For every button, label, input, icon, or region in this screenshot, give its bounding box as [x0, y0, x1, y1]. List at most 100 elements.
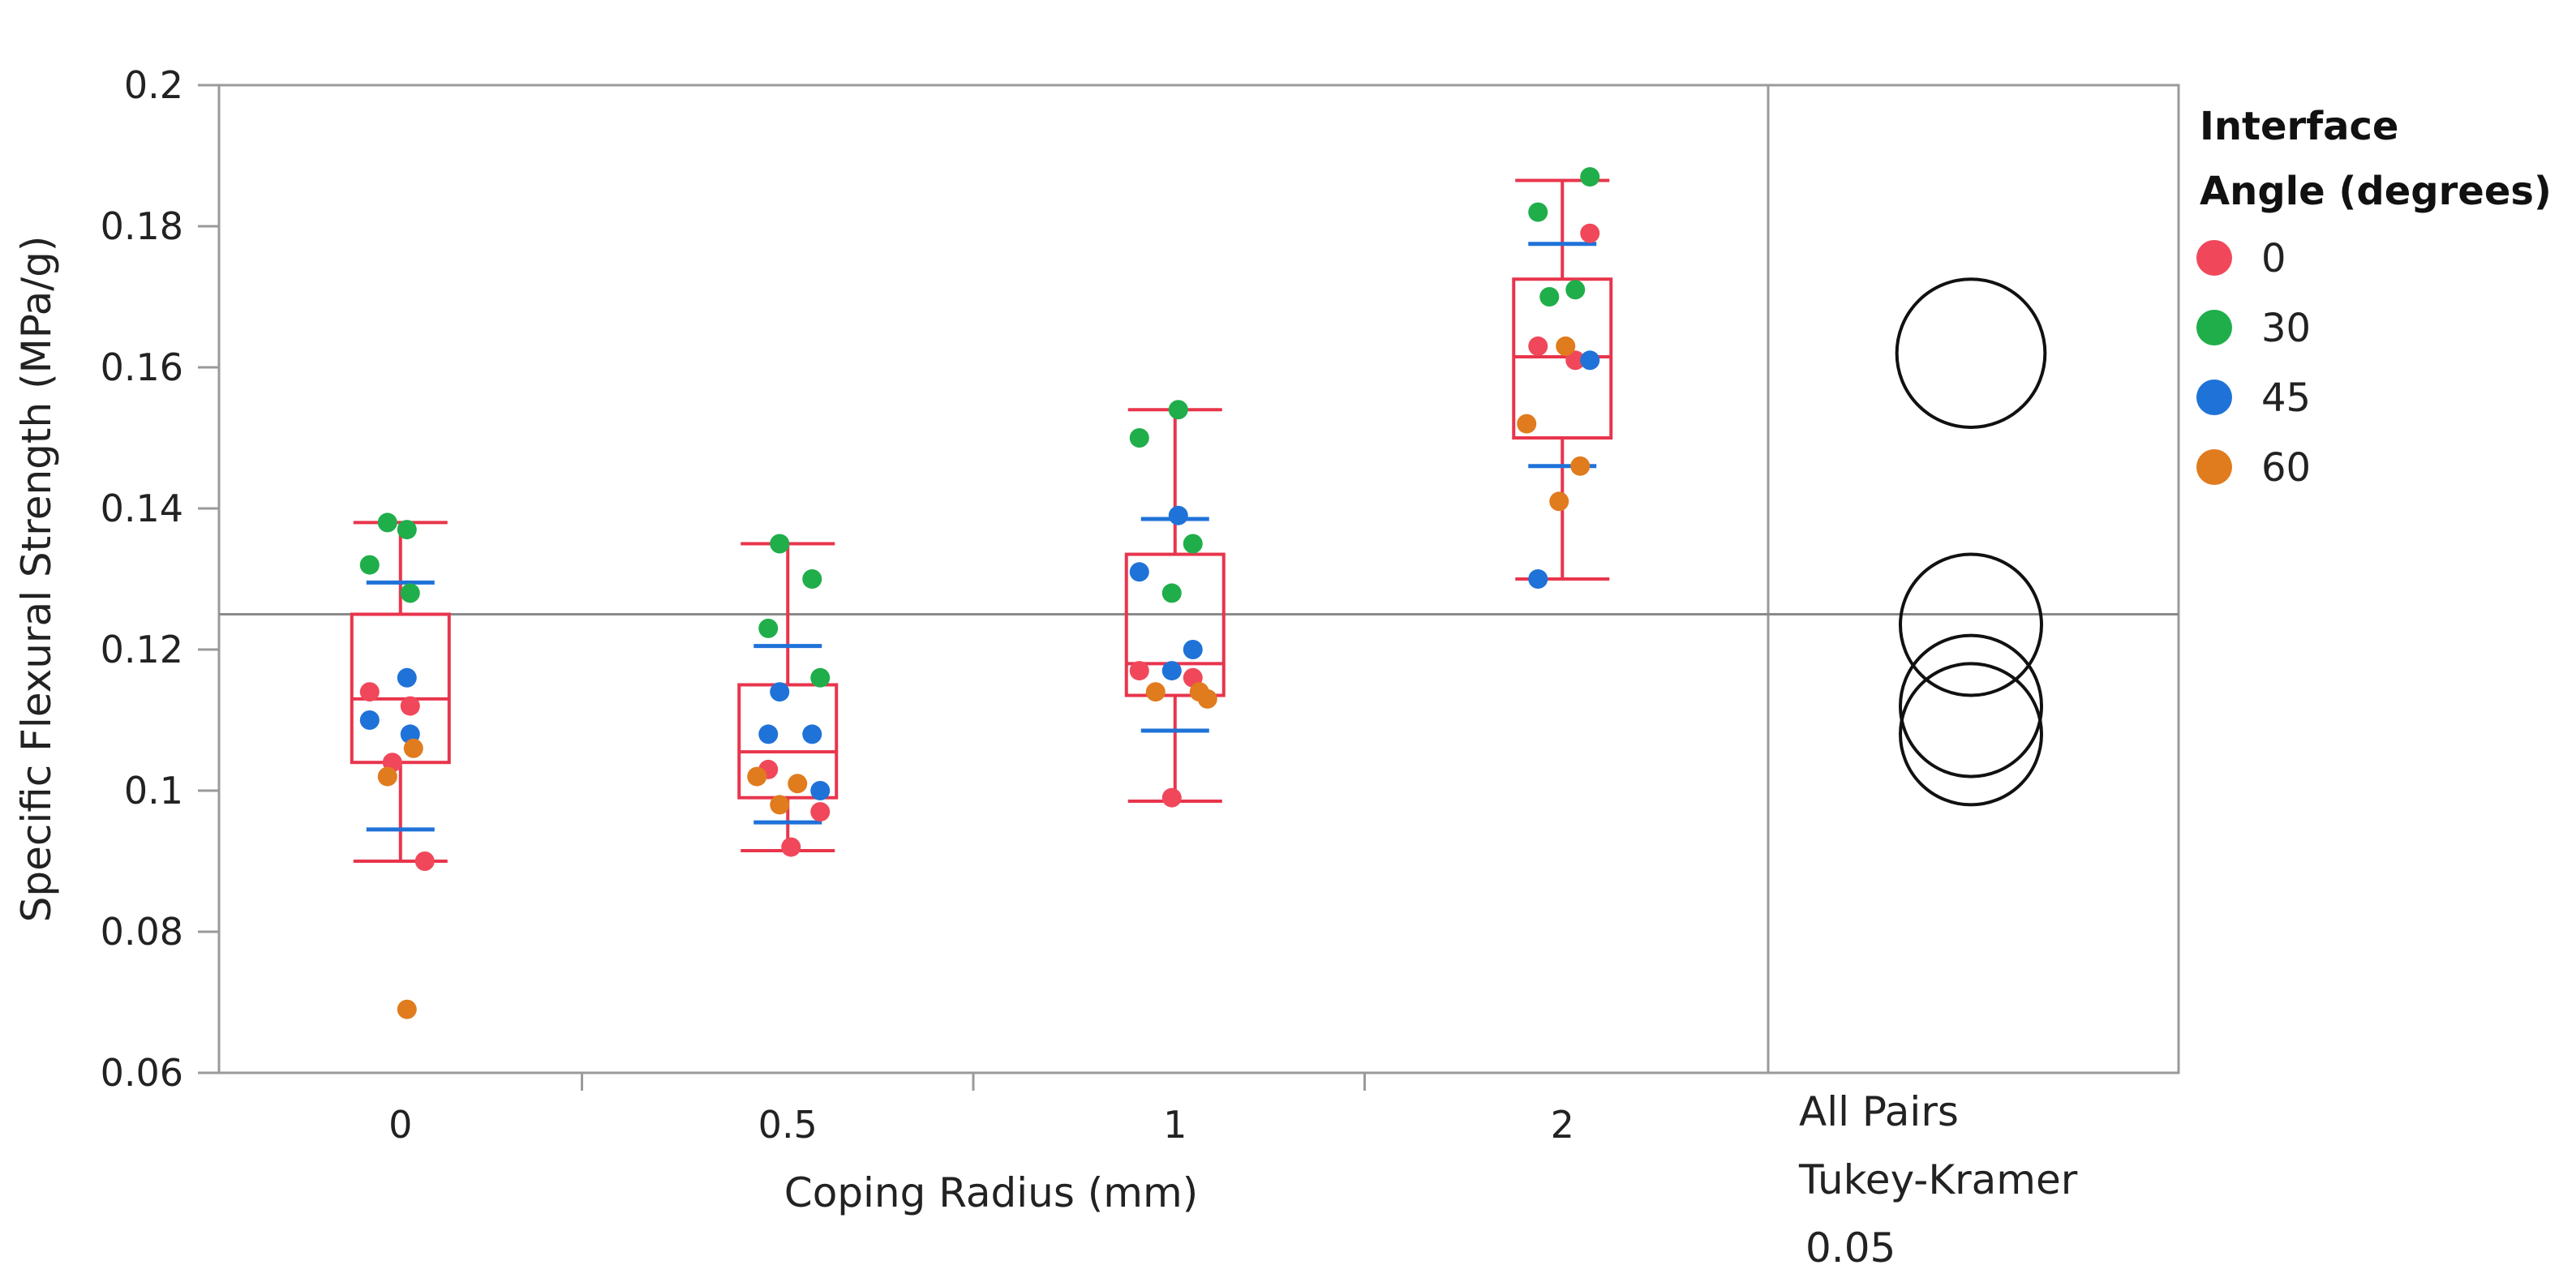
data-point [1168, 400, 1188, 420]
comparison-circle [1899, 552, 2043, 697]
data-point [1161, 787, 1182, 808]
y-tick-label: 0.06 [101, 1051, 183, 1095]
legend-item: 0 [2196, 236, 2286, 281]
data-point [1161, 661, 1182, 681]
data-point [1580, 350, 1600, 371]
box-plot [350, 521, 451, 863]
x-tick-label: 0.5 [758, 1103, 818, 1147]
data-point [1168, 505, 1188, 525]
y-tick-label: 0.2 [124, 63, 183, 107]
legend-marker [2196, 240, 2232, 276]
data-point [1183, 640, 1203, 659]
x-tick-label: 2 [1551, 1103, 1574, 1147]
legend-marker [2196, 310, 2232, 345]
data-point [1517, 414, 1537, 434]
iqr-box [1512, 277, 1613, 440]
data-point [403, 738, 423, 758]
box-plot [1512, 178, 1613, 581]
comparison-circle [1895, 277, 2047, 429]
data-point [359, 682, 380, 702]
data-point [810, 667, 831, 688]
comparison-label-line2: Tukey-Kramer [1798, 1156, 2078, 1203]
data-point [802, 724, 822, 744]
x-tick-label: 0 [389, 1103, 412, 1147]
data-point [788, 774, 808, 794]
comparison-label-line1: All Pairs [1799, 1088, 1959, 1135]
data-point [400, 696, 420, 716]
legend-item: 45 [2196, 375, 2311, 421]
y-tick-label: 0.08 [101, 910, 183, 954]
y-axis-title: Specific Flexural Strength (MPa/g) [13, 236, 60, 923]
data-point [359, 710, 380, 730]
iqr-box [737, 683, 839, 800]
data-point [802, 569, 822, 589]
data-point [781, 837, 801, 857]
comparison-circle [1899, 662, 2043, 807]
legend-label: 0 [2261, 236, 2286, 281]
legend-title-line1: Interface [2200, 104, 2398, 149]
data-point [1528, 336, 1548, 356]
data-point [1129, 428, 1149, 448]
y-tick-label: 0.12 [101, 628, 183, 671]
comparison-circles [1895, 277, 2047, 807]
legend-item: 60 [2196, 445, 2311, 491]
data-point [397, 667, 417, 688]
data-point [770, 534, 790, 554]
data-point [1183, 534, 1203, 554]
data-point [1580, 223, 1600, 243]
data-point [1528, 569, 1548, 589]
comparison-circle [1899, 633, 2043, 778]
x-axis: 0 0.5 1 2 [389, 1073, 1574, 1147]
data-point [397, 520, 417, 540]
data-point [758, 618, 779, 638]
data-point [1145, 682, 1166, 702]
data-point [747, 766, 767, 787]
legend-marker [2196, 380, 2232, 415]
legend-label: 60 [2261, 445, 2311, 491]
data-point [1197, 688, 1217, 709]
data-point [377, 512, 397, 533]
data-point [1565, 280, 1586, 300]
legend-item: 30 [2196, 306, 2311, 351]
comparison-label-line3: 0.05 [1805, 1224, 1896, 1272]
data-point [414, 851, 435, 871]
y-tick-label: 0.18 [101, 204, 183, 248]
y-axis: 0.06 0.08 0.1 0.12 0.14 0.16 0.18 0.2 [101, 63, 219, 1095]
data-point [1580, 167, 1600, 187]
iqr-box [1124, 552, 1226, 697]
data-point [1129, 661, 1149, 681]
data-point [359, 555, 380, 575]
x-tick-label: 1 [1163, 1103, 1187, 1147]
data-point [1570, 456, 1591, 476]
data-point [810, 802, 831, 822]
legend-marker [2196, 449, 2232, 485]
data-point [770, 795, 790, 815]
data-point [1161, 583, 1182, 603]
data-point [1565, 350, 1586, 371]
legend-label: 30 [2261, 306, 2311, 351]
y-tick-label: 0.1 [124, 769, 183, 813]
data-point [1528, 202, 1548, 222]
y-tick-label: 0.14 [101, 487, 183, 530]
data-point [377, 766, 397, 787]
data-point [1129, 562, 1149, 582]
data-point [810, 781, 831, 800]
data-point [1539, 287, 1560, 307]
legend-title-line2: Angle (degrees) [2200, 169, 2552, 214]
legend-label: 45 [2261, 375, 2311, 421]
box-plots [350, 178, 1613, 863]
y-tick-label: 0.16 [101, 345, 183, 389]
comparison-panel-frame [1767, 84, 2180, 1074]
data-point [770, 682, 790, 702]
data-point [1556, 336, 1576, 356]
data-point [400, 583, 420, 603]
sd-marks [366, 242, 1597, 832]
data-point [758, 724, 779, 744]
data-point [397, 999, 417, 1019]
data-point [1549, 491, 1569, 512]
legend: Interface Angle (degrees) 0 30 45 60 [2196, 104, 2552, 491]
data-points [359, 167, 1600, 1019]
box-plot [1124, 408, 1226, 804]
x-axis-title: Coping Radius (mm) [784, 1169, 1198, 1216]
